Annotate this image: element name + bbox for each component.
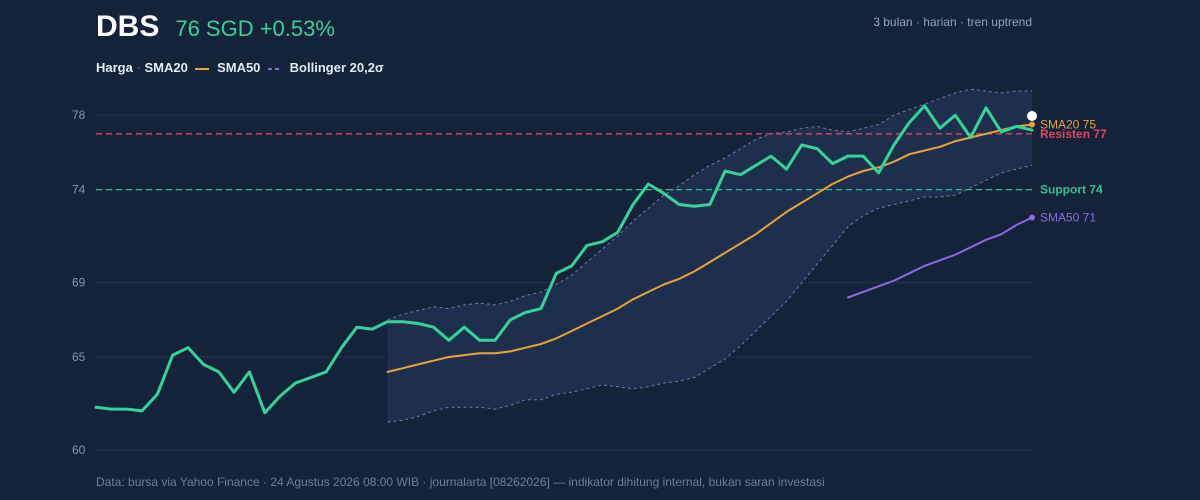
footer-source: Data: bursa via Yahoo Finance · 24 Agust… [96,475,825,489]
legend-sma20: SMA20 [144,60,188,75]
price-line [94,104,1034,415]
y-tick-label: 60 [72,443,86,457]
legend-price: Harga [96,60,133,75]
chart-meta: 3 bulan · harian · tren uptrend [873,15,1032,29]
chart-header: DBS 76 SGD +0.53% [96,10,335,44]
bollinger-lower-line [387,164,1033,423]
y-tick-label: 65 [72,350,86,364]
ticker-symbol: DBS [96,10,160,43]
sma50-end-label: SMA50 71 [1040,211,1096,225]
y-tick-label: 78 [72,108,86,122]
legend: Harga · SMA20 SMA50 Bollinger 20,2σ [96,60,384,75]
legend-bollinger: Bollinger 20,2σ [289,60,384,75]
level-label: Resisten 77 [1040,127,1107,141]
sma50-line [846,216,1033,299]
legend-separator: · [136,60,141,75]
support-resistance-levels: Resisten 77 Support 74 [96,127,1107,197]
bollinger-band-fill [387,89,1032,423]
y-tick-label: 69 [72,276,86,290]
sma20-end-label: SMA20 75 [1040,118,1096,132]
y-tick-label: 74 [72,183,86,197]
bollinger-upper-line [387,88,1032,321]
end-labels: SMA20 75 SMA50 71 [1040,118,1096,225]
sma20-line [386,123,1033,373]
price-change: 76 SGD +0.53% [175,16,335,41]
last-price-marker [1027,111,1037,121]
y-axis-ticks: 60 65 69 74 78 [72,108,86,457]
legend-bollinger-swatch [268,67,283,70]
sma50-end-marker [1029,214,1035,221]
sma20-end-marker [1029,121,1035,128]
legend-sma50: SMA50 [217,60,261,75]
end-markers [1027,111,1037,221]
legend-sma20-swatch [195,67,210,70]
level-label: Support 74 [1040,183,1103,197]
